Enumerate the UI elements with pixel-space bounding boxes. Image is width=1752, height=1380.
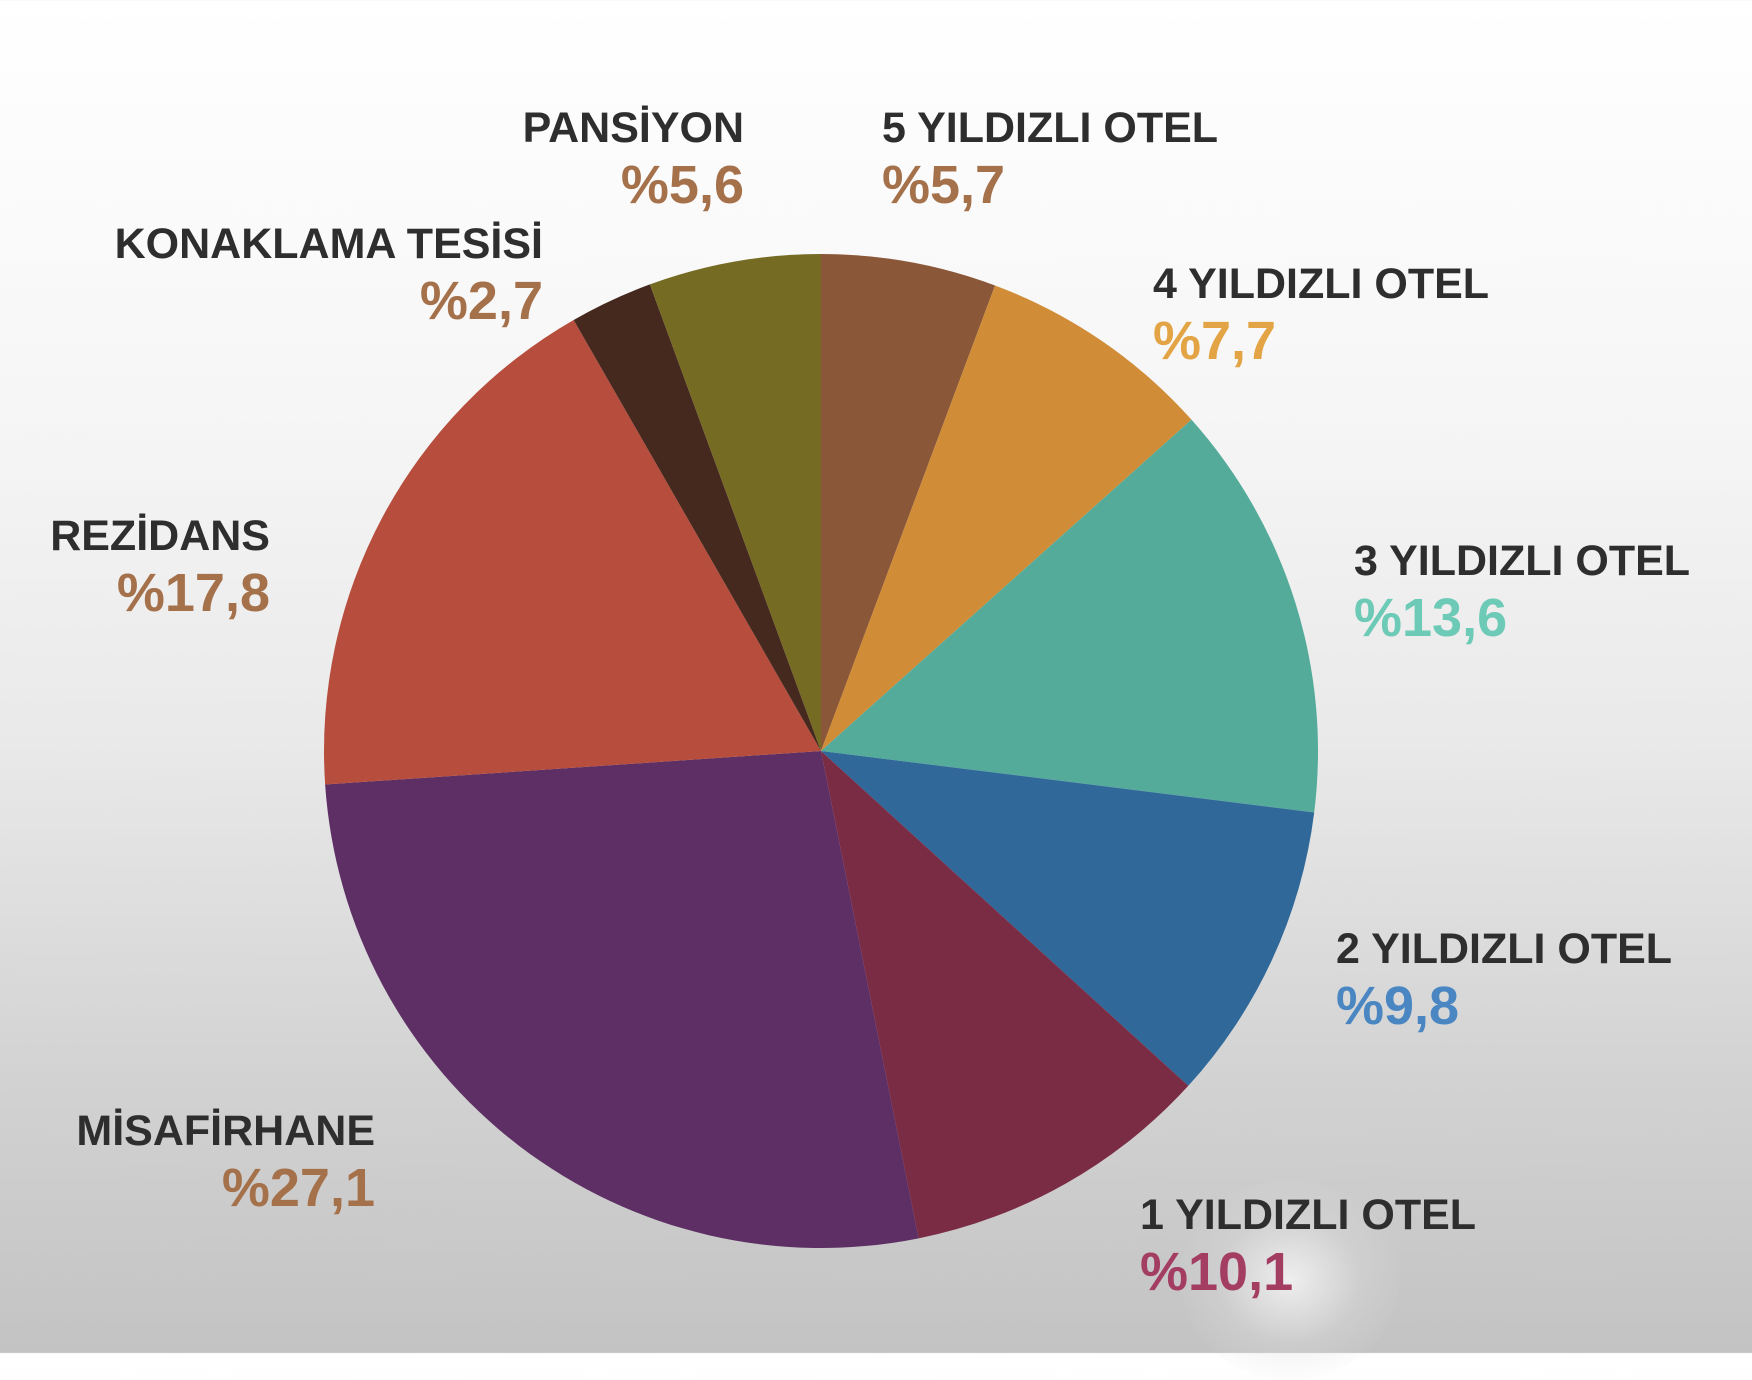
pie-slice-2: [821, 285, 1192, 751]
background-highlight: [1180, 1180, 1400, 1380]
slice-label-8: KONAKLAMA TESİSİ: [115, 220, 543, 268]
slice-value-8: %2,7: [420, 271, 543, 331]
pie-slice-1: [821, 254, 996, 751]
slice-labels: 5 YILDIZLI OTEL%5,7 4 YILDIZLI OTEL%7,7 3 …: [50, 104, 1690, 1302]
slice-value-4: %9,8: [1336, 976, 1459, 1036]
slice-value-5: %10,1: [1140, 1242, 1293, 1302]
pie-slices: [323, 254, 1319, 1249]
slice-label-3: 3 YILDIZLI OTEL: [1354, 537, 1690, 585]
pie-slice-4: [821, 751, 1315, 1086]
slice-label-9: PANSİYON: [523, 104, 744, 152]
slice-label-4: 2 YILDIZLI OTEL: [1336, 925, 1672, 973]
slice-value-6: %27,1: [222, 1158, 375, 1218]
slice-value-1: %5,7: [882, 155, 1005, 215]
slice-label-5: 1 YILDIZLI OTEL: [1140, 1191, 1476, 1239]
pie-slice-7: [323, 319, 821, 785]
slice-value-2: %7,7: [1153, 311, 1276, 371]
pie-slice-6: [325, 751, 919, 1249]
slice-label-2: 4 YILDIZLI OTEL: [1153, 260, 1489, 308]
slice-label-6: MİSAFİRHANE: [76, 1107, 375, 1155]
pie-slice-5: [821, 751, 1189, 1239]
slice-label-7: REZİDANS: [50, 512, 270, 560]
slice-value-7: %17,8: [117, 563, 270, 623]
pie-slice-9: [649, 254, 821, 751]
slice-value-9: %5,6: [621, 155, 744, 215]
slice-label-1: 5 YILDIZLI OTEL: [882, 104, 1218, 152]
pie-slice-3: [821, 419, 1319, 813]
pie-slice-8: [573, 284, 821, 751]
slice-value-3: %13,6: [1354, 588, 1507, 648]
